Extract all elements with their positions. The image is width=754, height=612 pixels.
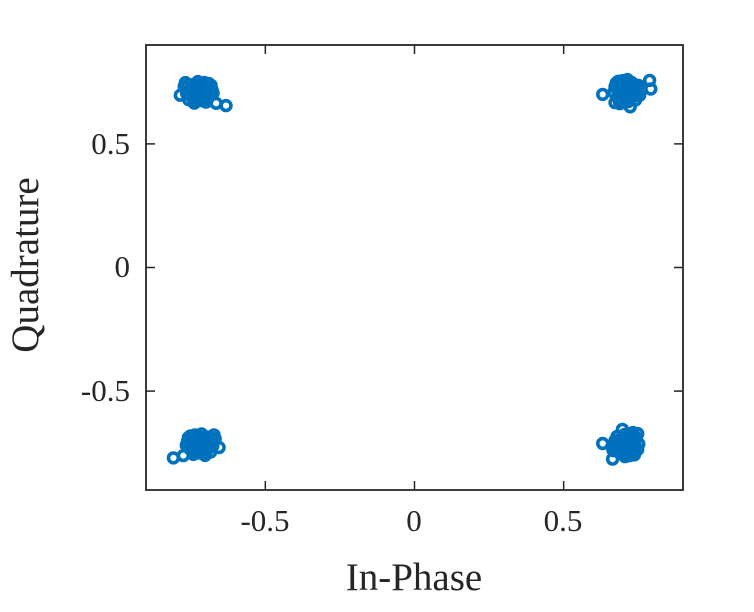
y-tick-label-zero: 0 [114,249,131,284]
x-axis-label: In-Phase [345,556,483,599]
y-tick-label-neg: -0.5 [80,373,130,408]
y-tick-label-pos: 0.5 [91,126,130,161]
data-point-marker [632,88,647,102]
data-point-marker [595,436,610,451]
x-tick-label-zero: 0 [406,503,422,538]
data-point-marker [208,432,222,446]
data-point-marker [187,96,202,110]
x-tick-label-neg: -0.5 [240,503,290,538]
data-point-marker [595,87,610,102]
data-point-marker [177,79,191,94]
data-point-marker [166,451,181,465]
x-tick-label-pos: 0.5 [543,503,583,538]
data-point-marker [644,82,658,96]
y-axis-label: Quadrature [4,177,47,353]
data-point-marker [193,82,208,97]
data-point-marker [613,96,627,111]
data-point-marker [609,76,623,90]
data-point-marker [606,443,620,457]
data-point-marker [192,434,206,449]
data-point-marker [626,425,640,440]
data-point-marker [219,98,233,113]
data-point-marker [198,448,212,463]
data-point-marker [622,439,637,453]
